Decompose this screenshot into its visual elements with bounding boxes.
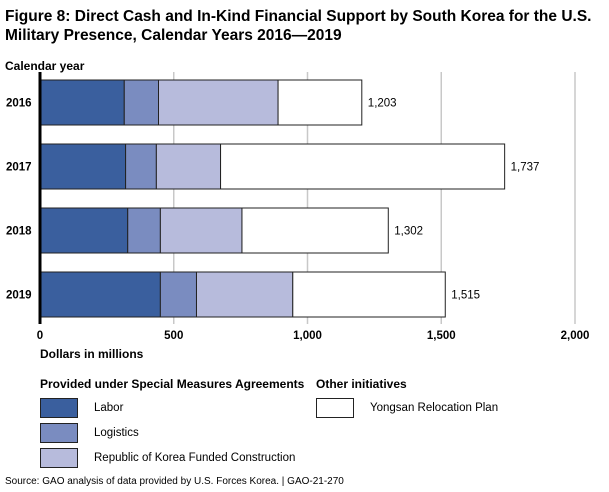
bar-2018-labor — [39, 207, 129, 254]
x-tick-label-2000: 2,000 — [561, 330, 590, 342]
bar-chart: Calendar year 2016 2017 2018 2019 1,203 1,73… — [5, 59, 590, 361]
bars — [39, 79, 506, 318]
x-tick-label-500: 500 — [164, 330, 183, 342]
legend-label-yongsan: Yongsan Relocation Plan — [370, 402, 499, 414]
bar-2018-construction — [159, 207, 243, 254]
bar-2018-logistics — [127, 207, 161, 254]
legend-label-logistics: Logistics — [94, 427, 139, 439]
legend-label-construction: Republic of Korea Funded Construction — [94, 452, 296, 464]
legend-heading-other: Other initiatives — [316, 377, 407, 391]
legend-swatch-construction — [40, 448, 78, 468]
x-tick-labels: 0 500 1,000 1,500 2,000 — [37, 330, 590, 342]
category-label-2017: 2017 — [6, 162, 32, 174]
total-label-2018: 1,302 — [394, 226, 423, 238]
total-label-2019: 1,515 — [451, 290, 480, 302]
legend-heading-sma: Provided under Special Measures Agreemen… — [40, 377, 305, 391]
category-label-2018: 2018 — [6, 226, 32, 238]
total-label-2016: 1,203 — [368, 98, 397, 110]
legend-swatch-logistics — [40, 423, 78, 443]
y-axis-label: Calendar year — [5, 59, 85, 73]
category-labels: 2016 2017 2018 2019 — [6, 98, 32, 302]
category-label-2016: 2016 — [6, 98, 32, 110]
source-note: Source: GAO analysis of data provided by… — [5, 476, 344, 487]
x-tick-label-1000: 1,000 — [293, 330, 322, 342]
category-label-2019: 2019 — [6, 290, 32, 302]
bar-2016-construction — [158, 79, 279, 126]
figure-title: Figure 8: Direct Cash and In-Kind Financ… — [5, 8, 592, 44]
bar-2019-logistics — [159, 271, 197, 318]
x-tick-label-0: 0 — [37, 330, 43, 342]
bar-2019-yongsan — [292, 271, 446, 318]
total-label-2017: 1,737 — [511, 162, 540, 174]
legend-label-labor: Labor — [94, 402, 124, 414]
bar-2019-construction — [195, 271, 294, 318]
bar-2017-yongsan — [220, 143, 506, 190]
bar-2016-labor — [39, 79, 125, 126]
bar-2017-labor — [39, 143, 127, 190]
legend-swatch-yongsan — [316, 398, 354, 418]
bar-2018-yongsan — [241, 207, 389, 254]
total-labels: 1,203 1,737 1,302 1,515 — [368, 98, 540, 302]
bar-2019-labor — [39, 271, 161, 318]
legend-swatch-labor — [40, 398, 78, 418]
bar-2017-construction — [155, 143, 222, 190]
x-axis-label: Dollars in millions — [40, 347, 144, 361]
bar-2017-logistics — [125, 143, 157, 190]
bar-2016-yongsan — [277, 79, 363, 126]
x-tick-label-1500: 1,500 — [427, 330, 456, 342]
bar-2016-logistics — [123, 79, 160, 126]
